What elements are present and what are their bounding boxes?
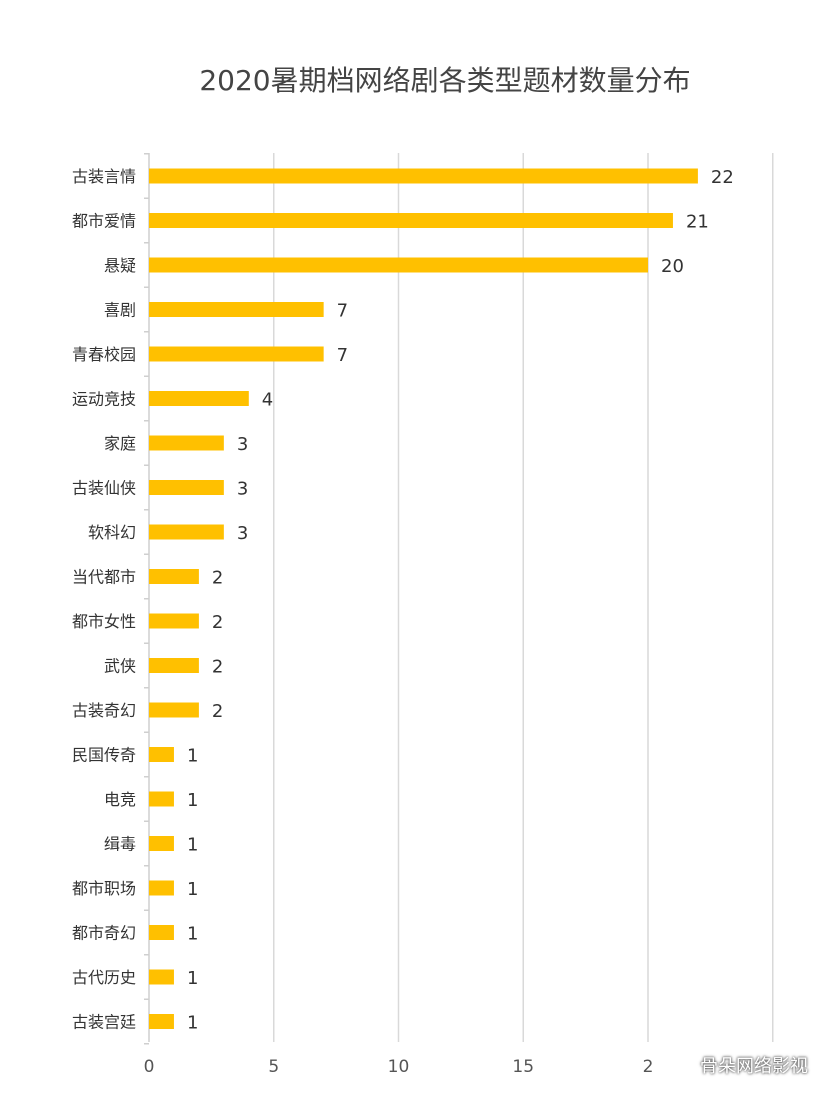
category-labels: 古装言情都市爱情悬疑喜剧青春校园运动竞技家庭古装仙侠软科幻当代都市都市女性武侠古…: [72, 167, 136, 1032]
bar: [149, 524, 224, 540]
category-label: 民国传奇: [72, 746, 136, 765]
value-label: 1: [187, 1013, 198, 1034]
category-label: 缉毒: [104, 835, 136, 854]
bar: [149, 346, 324, 362]
bars: [149, 168, 698, 1029]
bar: [149, 702, 199, 718]
category-label: 武侠: [104, 657, 136, 676]
value-label: 1: [187, 968, 198, 989]
watermark-text: 骨朵网络影视: [700, 1056, 808, 1077]
value-label: 2: [212, 568, 223, 589]
category-label: 喜剧: [104, 301, 136, 320]
value-label: 3: [237, 479, 248, 500]
x-tick-label: 15: [512, 1057, 534, 1077]
category-label: 电竞: [104, 790, 136, 809]
value-label: 21: [686, 212, 709, 233]
value-label: 7: [337, 301, 348, 322]
value-label: 3: [237, 434, 248, 455]
value-label: 1: [187, 835, 198, 856]
category-label: 古装言情: [72, 167, 136, 186]
bar: [149, 302, 324, 317]
bar: [149, 836, 174, 851]
bar: [149, 569, 199, 584]
bar: [149, 391, 249, 406]
category-label: 古代历史: [72, 968, 136, 987]
value-label: 2: [212, 612, 223, 633]
bar: [149, 925, 174, 940]
category-label: 运动竞技: [72, 390, 136, 409]
category-label: 都市奇幻: [72, 924, 136, 943]
bar: [149, 480, 224, 495]
category-label: 都市爱情: [72, 212, 136, 231]
value-label: 22: [711, 167, 734, 188]
category-label: 青春校园: [72, 345, 136, 364]
bar: [149, 168, 698, 184]
bar: [149, 969, 174, 985]
category-label: 家庭: [104, 434, 136, 453]
value-label: 1: [187, 924, 198, 945]
x-tick-label: 0: [144, 1057, 155, 1077]
value-label: 1: [187, 746, 198, 767]
gridlines: [144, 153, 774, 1045]
category-label: 都市职场: [72, 879, 136, 898]
bar: [149, 613, 199, 629]
value-label: 2: [212, 657, 223, 678]
wechat-icon: [666, 1054, 692, 1075]
category-label: 都市女性: [72, 612, 136, 631]
value-label: 2: [212, 701, 223, 722]
category-label: 古装仙侠: [72, 479, 136, 498]
x-tick-label: 5: [268, 1057, 279, 1077]
bar: [149, 658, 199, 673]
bar: [149, 257, 648, 273]
bar: [149, 880, 174, 896]
category-label: 当代都市: [72, 568, 136, 587]
category-label: 软科幻: [88, 523, 136, 542]
value-label: 1: [187, 879, 198, 900]
value-label: 7: [337, 345, 348, 366]
value-label: 4: [262, 390, 273, 411]
value-label: 1: [187, 790, 198, 811]
watermark: 骨朵网络影视: [666, 1052, 808, 1078]
bar: [149, 1014, 174, 1029]
category-label: 古装宫廷: [72, 1013, 136, 1032]
bar: [149, 213, 673, 228]
value-label: 3: [237, 523, 248, 544]
bar: [149, 791, 174, 807]
bar: [149, 747, 174, 762]
x-tick-label: 2: [643, 1057, 654, 1077]
chart-title: 2020暑期档网络剧各类型题材数量分布: [199, 64, 690, 97]
value-label: 20: [661, 256, 684, 277]
x-tick-label: 10: [388, 1057, 410, 1077]
category-label: 古装奇幻: [72, 701, 136, 720]
category-label: 悬疑: [104, 256, 136, 275]
bar: [149, 435, 224, 451]
x-axis-ticks: 0 5 10 15 2: [144, 1057, 654, 1077]
